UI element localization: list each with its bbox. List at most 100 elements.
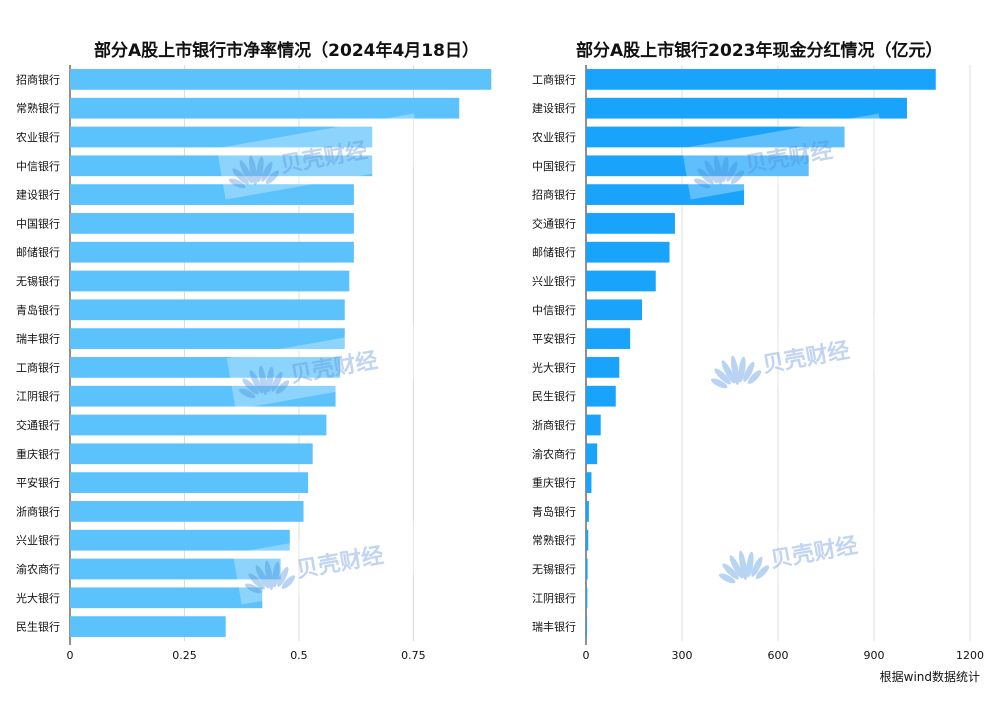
shell-rib	[714, 368, 731, 385]
shell-rib	[747, 370, 762, 384]
right-category-label: 常熟银行	[532, 533, 576, 547]
shell-icon	[710, 355, 762, 389]
right-category-label: 无锡银行	[532, 562, 576, 576]
right-tick-label: 600	[768, 649, 789, 662]
left-bar	[70, 587, 263, 609]
watermark-logo: 贝壳财经	[681, 113, 888, 200]
shell-rib	[721, 360, 736, 384]
left-tick-label: 0.5	[290, 649, 308, 662]
watermark-logo: 贝壳财经	[226, 323, 433, 410]
shell-rib	[713, 155, 723, 186]
left-bar	[70, 558, 281, 580]
shell-icon	[228, 155, 280, 189]
right-bar	[586, 443, 598, 465]
source-note: 根据wind数据统计	[879, 670, 980, 684]
left-category-label: 交通银行	[16, 418, 60, 432]
left-category-label: 光大银行	[16, 591, 60, 605]
left-bar	[70, 126, 373, 148]
left-chart-title: 部分A股上市银行市净率情况（2024年4月18日）	[94, 41, 479, 61]
right-category-label: 光大银行	[532, 360, 576, 374]
shell-rib	[271, 371, 283, 392]
left-category-label: 建设银行	[16, 188, 60, 202]
left-bar	[70, 69, 492, 90]
left-category-label: 平安银行	[16, 476, 60, 490]
right-category-label: 招商银行	[532, 188, 576, 202]
shell-rib	[697, 168, 714, 185]
left-category-label: 民生银行	[16, 620, 60, 634]
right-tick-label: 900	[864, 649, 885, 662]
right-category-label: 重庆银行	[532, 476, 576, 490]
shell-rib	[264, 560, 274, 591]
shell-rib	[755, 565, 770, 579]
right-category-label: 建设银行	[532, 101, 576, 115]
left-bar	[70, 270, 350, 292]
right-bar	[586, 126, 845, 148]
left-category-label: 瑞丰银行	[16, 332, 60, 346]
left-bar	[70, 213, 354, 234]
right-bar	[586, 357, 620, 378]
right-bar	[586, 616, 587, 637]
shell-rib	[255, 565, 270, 589]
right-bar	[586, 587, 588, 609]
left-tick-label: 0	[67, 649, 74, 662]
shell-rib	[730, 170, 745, 184]
shell-rib	[258, 365, 268, 396]
left-tick-label: 0.25	[172, 649, 197, 662]
shell-rib	[249, 370, 264, 394]
shell-icon	[693, 155, 745, 189]
left-category-label: 中信银行	[16, 159, 60, 173]
left-category-label: 招商银行	[16, 72, 60, 86]
shell-icon	[718, 550, 770, 584]
shell-icon	[244, 560, 296, 594]
left-bar	[70, 328, 345, 349]
right-category-label: 邮储银行	[532, 245, 576, 259]
shell-rib	[730, 355, 740, 386]
left-category-label: 青岛银行	[16, 303, 60, 317]
right-bar	[586, 97, 907, 119]
right-bar	[586, 529, 589, 551]
left-category-label: 邮储银行	[16, 245, 60, 259]
left-category-label: 无锡银行	[16, 274, 60, 288]
shell-rib	[746, 551, 754, 578]
shell-rib	[265, 170, 280, 184]
right-bar	[586, 328, 631, 349]
right-category-label: 兴业银行	[532, 274, 576, 288]
right-bar	[586, 299, 642, 321]
left-category-label: 工商银行	[16, 360, 60, 374]
watermark-logo: 贝壳财经	[216, 113, 423, 200]
left-category-label: 浙商银行	[16, 504, 60, 518]
right-bar	[586, 558, 588, 580]
watermark-logo: 贝壳财经	[232, 518, 439, 605]
left-category-label: 兴业银行	[16, 533, 60, 547]
shell-rib	[261, 161, 273, 182]
right-chart-title: 部分A股上市银行2023年现金分红情况（亿元）	[576, 41, 943, 61]
left-bar	[70, 97, 460, 119]
shell-rib	[275, 380, 290, 394]
shell-rib	[743, 361, 755, 382]
left-bar	[70, 472, 309, 493]
right-bar	[586, 501, 589, 522]
shell-rib	[248, 573, 265, 590]
right-category-label: 中国银行	[532, 159, 576, 173]
right-bar	[586, 213, 675, 234]
right-category-label: 青岛银行	[532, 504, 576, 518]
left-category-label: 中国银行	[16, 216, 60, 230]
shell-rib	[277, 566, 289, 587]
left-bar	[70, 529, 290, 551]
right-tick-label: 1200	[956, 649, 984, 662]
shell-rib	[721, 156, 729, 183]
left-bar	[70, 184, 354, 205]
shell-rib	[281, 575, 296, 589]
left-bar	[70, 501, 304, 522]
left-bar	[70, 241, 354, 263]
right-category-label: 渝农商行	[532, 447, 576, 461]
right-bar	[586, 69, 936, 90]
right-bar	[586, 155, 809, 177]
shell-rib	[693, 178, 711, 189]
right-bar	[586, 270, 656, 292]
right-category-label: 农业银行	[532, 130, 576, 144]
shell-rib	[248, 155, 258, 186]
shell-rib	[256, 156, 264, 183]
